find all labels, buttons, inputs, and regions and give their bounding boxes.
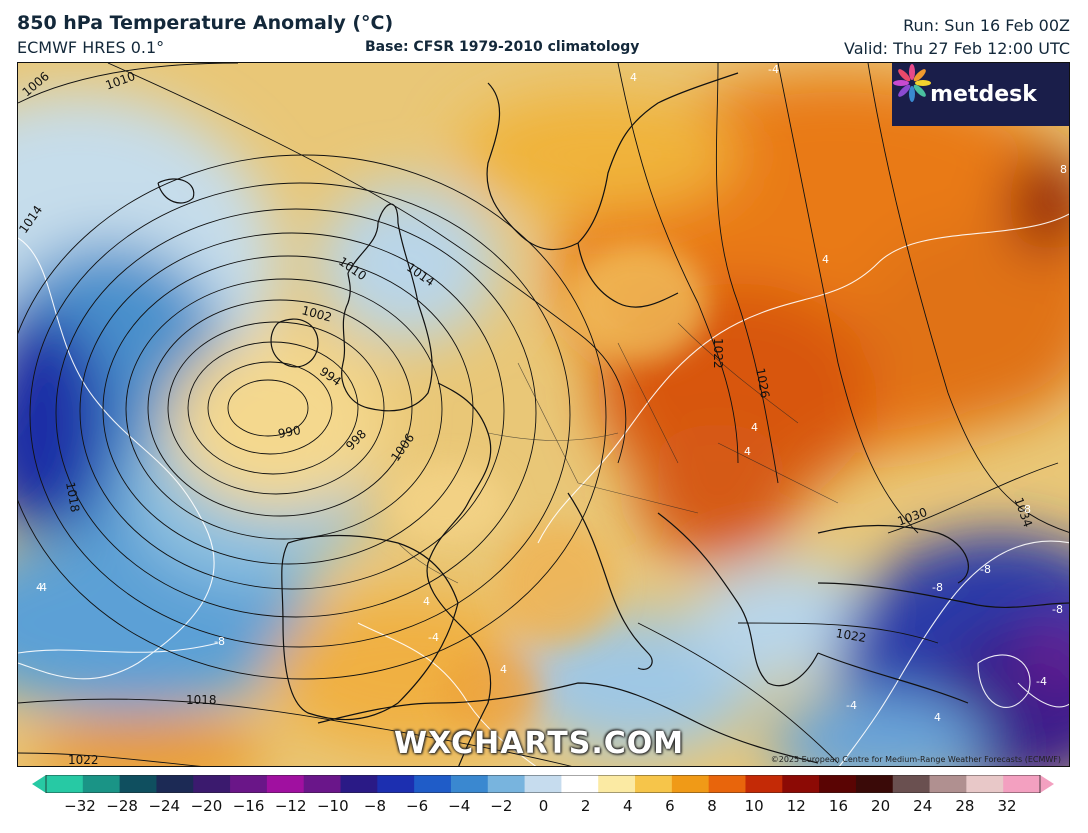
colorbar-cell — [819, 775, 857, 793]
weather-map[interactable]: 1006 1010 1014 1010 1014 1002 994 990 998 1006 101… — [17, 62, 1070, 767]
isobar-label: 1018 — [186, 693, 217, 707]
colorbar-tick-label: 28 — [955, 797, 975, 815]
colorbar-cell — [966, 775, 1004, 793]
anomaly-label: 4 — [36, 581, 43, 594]
colorbar-tick-label: 4 — [622, 797, 633, 815]
colorbar-tick-label: 8 — [707, 797, 717, 815]
colorbar-cell — [1003, 775, 1041, 793]
colorbar-cell — [782, 775, 820, 793]
colorbar-cell — [671, 775, 710, 793]
metdesk-logo-text: metdesk — [930, 82, 1037, 107]
metdesk-flower-icon — [893, 64, 931, 102]
anomaly-label: -8 — [1020, 503, 1031, 516]
colorbar — [32, 775, 1054, 793]
colorbar-cell — [193, 775, 231, 793]
colorbar-cell — [340, 775, 378, 793]
colorbar-cell — [892, 775, 931, 793]
anomaly-label: 4 — [744, 445, 751, 458]
anomaly-label: -8 — [1052, 603, 1063, 616]
colorbar-tick-label: −32 — [64, 797, 96, 815]
colorbar-cell — [598, 775, 636, 793]
valid-time-label: Valid: Thu 27 Feb 12:00 UTC — [844, 39, 1070, 58]
colorbar-cell — [266, 775, 305, 793]
colorbar-cell — [635, 775, 673, 793]
anomaly-label: -4 — [1036, 675, 1047, 688]
colorbar-tick-label: −20 — [190, 797, 223, 815]
anomaly-label: 4 — [630, 71, 637, 84]
colorbar-cell — [82, 775, 121, 793]
colorbar-tick-label: −12 — [274, 797, 307, 815]
model-label: ECMWF HRES 0.1° — [17, 38, 165, 57]
colorbar-left-arrow — [32, 775, 46, 793]
anomaly-label: 8 — [1060, 163, 1067, 176]
anomaly-label: 4 — [934, 711, 941, 724]
isobar-label: 1022 — [68, 753, 99, 767]
colorbar-cell — [303, 775, 342, 793]
colorbar-tick-label: 20 — [871, 797, 891, 815]
colorbar-cell — [230, 775, 268, 793]
anomaly-label: -8 — [214, 635, 225, 648]
colorbar-tick-label: −24 — [148, 797, 181, 815]
colorbar-cell — [156, 775, 194, 793]
anomaly-label: -4 — [768, 63, 779, 76]
colorbar-cell — [119, 775, 158, 793]
colorbar-cell — [487, 775, 526, 793]
climatology-base-label: Base: CFSR 1979-2010 climatology — [365, 39, 640, 55]
anomaly-label: 4 — [423, 595, 430, 608]
colorbar-tick-label: 2 — [580, 797, 591, 815]
colorbar-cell — [450, 775, 489, 793]
colorbar-tick-label: 6 — [665, 797, 675, 815]
anomaly-label: -4 — [846, 699, 857, 712]
colorbar-tick-label: −6 — [406, 797, 429, 815]
colorbar-cell — [524, 775, 562, 793]
anomaly-field — [18, 63, 1069, 766]
colorbar-tick-label: 16 — [828, 797, 848, 815]
colorbar-tick-label: −10 — [316, 797, 349, 815]
anomaly-label: -4 — [36, 581, 47, 594]
colorbar-cell — [377, 775, 415, 793]
run-time-label: Run: Sun 16 Feb 00Z — [903, 16, 1070, 35]
colorbar-ticks: −32 −28 −24 −20 −16 −12 −10 −8 −6 −4 −2 0 2 4 6 8 10 12 16… — [0, 797, 1088, 817]
colorbar-cell — [708, 775, 747, 793]
colorbar-tick-label: 0 — [538, 797, 549, 815]
colorbar-right-arrow — [1040, 775, 1054, 793]
metdesk-logo: metdesk — [892, 63, 1069, 126]
colorbar-tick-label: −2 — [490, 797, 513, 815]
colorbar-tick-label: 10 — [744, 797, 764, 815]
colorbar-tick-label: −8 — [363, 797, 387, 815]
colorbar-tick-label: 32 — [997, 797, 1017, 815]
colorbar-cell — [46, 775, 84, 793]
colorbar-cell — [745, 775, 783, 793]
wxcharts-watermark: WXCHARTS.COM — [394, 726, 685, 761]
chart-title: 850 hPa Temperature Anomaly (°C) — [17, 12, 394, 34]
colorbar-tick-label: 12 — [786, 797, 806, 815]
colorbar-cell — [855, 775, 894, 793]
colorbar-tick-label: 24 — [913, 797, 933, 815]
ecmwf-copyright: ©2025 European Centre for Medium-Range W… — [770, 755, 1061, 764]
anomaly-label: -8 — [932, 581, 943, 594]
anomaly-label: -8 — [980, 563, 991, 576]
colorbar-cell — [929, 775, 967, 793]
isobar-label: 1022 — [711, 338, 725, 369]
colorbar-cell — [561, 775, 599, 793]
anomaly-label: 4 — [500, 663, 507, 676]
colorbar-tick-label: −4 — [448, 797, 471, 815]
colorbar-tick-label: −28 — [106, 797, 138, 815]
anomaly-label: 4 — [822, 253, 829, 266]
anomaly-label: -4 — [428, 631, 439, 644]
anomaly-label: 4 — [751, 421, 758, 434]
colorbar-tick-label: −16 — [232, 797, 265, 815]
colorbar-cell — [414, 775, 452, 793]
